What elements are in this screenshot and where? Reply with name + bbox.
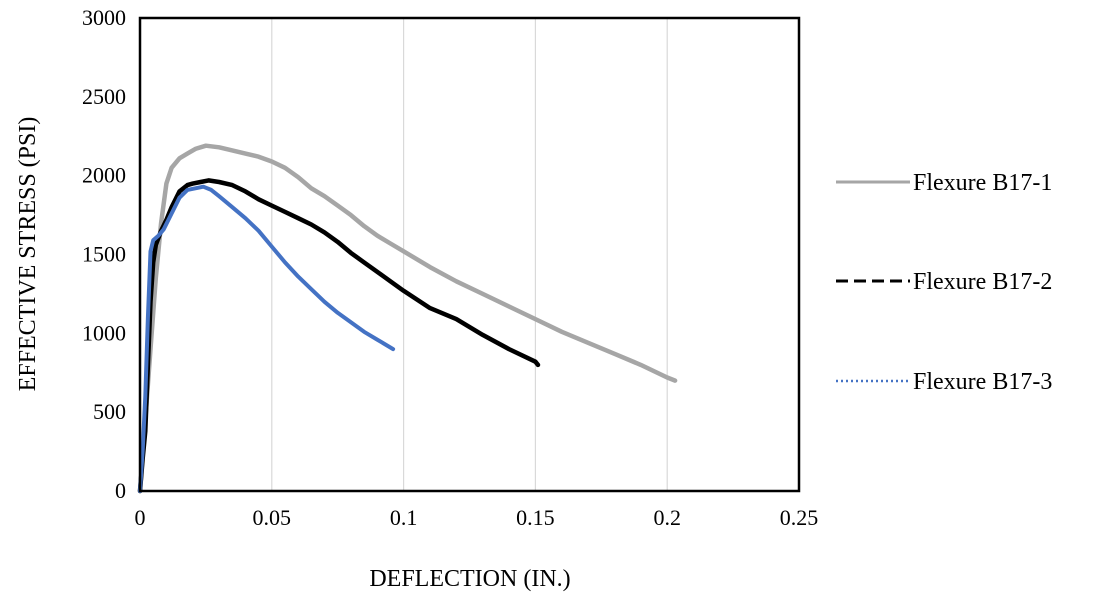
y-tick-label: 1500 (82, 242, 126, 267)
legend-label-b17-2: Flexure B17-2 (913, 269, 1052, 295)
x-tick-label: 0.25 (780, 505, 819, 530)
series-line-flexure-b17-1 (137, 143, 678, 494)
y-tick-label: 3000 (82, 5, 126, 30)
grid-layer (271, 18, 668, 491)
series-line-flexure-b17-3 (138, 184, 396, 493)
y-tick-label: 500 (93, 399, 126, 424)
plot-frame (138, 16, 801, 493)
x-tick-label: 0.2 (653, 505, 681, 530)
series-layer (137, 143, 678, 494)
tick-layer: 0 0.05 0.1 0.15 0.2 0.25 0 500 1000 1500 2000 2500 3… (82, 5, 818, 530)
legend-label-b17-3: Flexure B17-3 (913, 369, 1052, 395)
y-tick-label: 0 (115, 478, 126, 503)
x-axis-title: DEFLECTION (IN.) (369, 566, 570, 592)
y-tick-label: 2500 (82, 84, 126, 109)
legend: Flexure B17-1 Flexure B17-2 Flexure B17-… (836, 170, 1052, 395)
series-line-flexure-b17-2 (137, 178, 541, 494)
y-tick-label: 2000 (82, 163, 126, 188)
x-tick-label: 0.05 (253, 505, 292, 530)
x-tick-label: 0.1 (390, 505, 418, 530)
x-tick-label: 0 (135, 505, 146, 530)
y-tick-label: 1000 (82, 320, 126, 345)
y-axis-title: EFFECTIVE STRESS (PSI) (15, 117, 41, 392)
legend-label-b17-1: Flexure B17-1 (913, 170, 1052, 196)
x-tick-label: 0.15 (516, 505, 555, 530)
